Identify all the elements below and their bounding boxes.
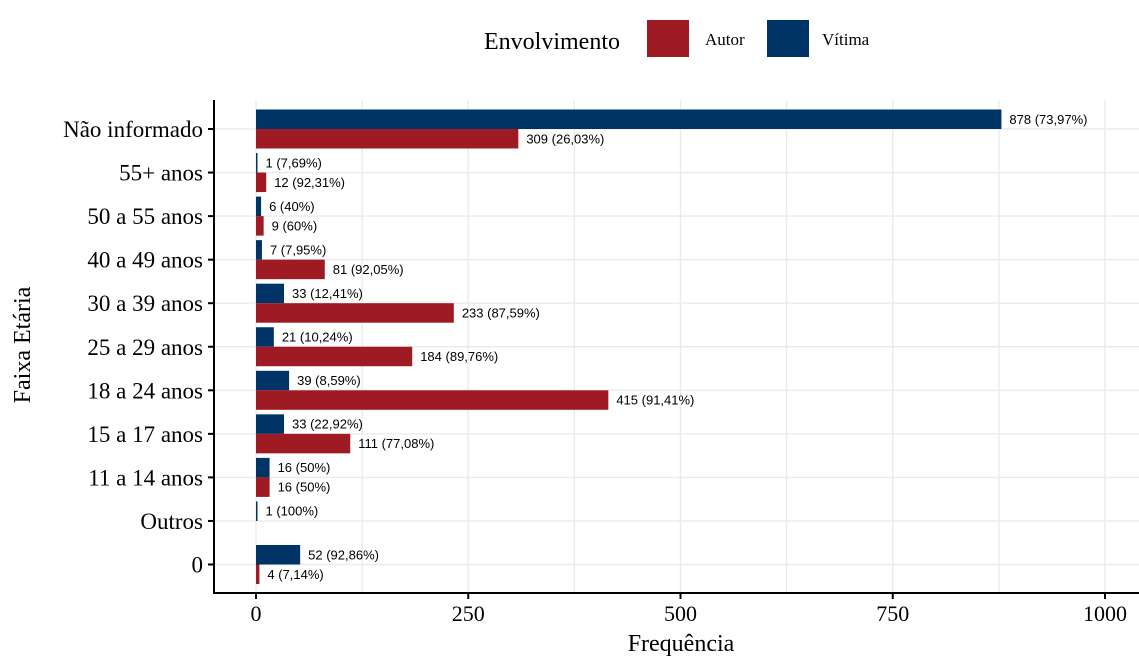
bar-vitima	[256, 545, 301, 565]
legend-swatch-vitima	[767, 20, 809, 57]
bar-autor	[256, 390, 609, 410]
bar-vitima	[256, 153, 258, 173]
bar-autor	[256, 172, 267, 193]
bar-autor	[256, 477, 270, 497]
bars	[256, 109, 1002, 584]
bar-vitima	[256, 370, 290, 391]
y-tick-label: 25 a 29 anos	[87, 335, 203, 360]
bar-vitima	[256, 109, 1002, 129]
x-tick-label: 250	[452, 601, 485, 626]
data-label-autor: 415 (91,41%)	[616, 393, 694, 408]
x-tick-label: 1000	[1083, 601, 1127, 626]
y-tick-label: 11 a 14 anos	[88, 465, 203, 490]
data-label-vitima: 1 (7,69%)	[266, 155, 322, 170]
axes: Não informado 55+ anos 50 a 55 anos 40 a 49…	[63, 100, 1139, 626]
x-tick-label: 750	[876, 601, 909, 626]
data-label-vitima: 52 (92,86%)	[308, 547, 379, 562]
data-label-vitima: 33 (22,92%)	[292, 417, 363, 432]
data-label-autor: 309 (26,03%)	[526, 131, 604, 146]
data-label-autor: 12 (92,31%)	[274, 175, 345, 190]
bar-vitima	[256, 501, 258, 521]
data-label-autor: 16 (50%)	[278, 480, 331, 495]
x-axis-title: Frequência	[628, 631, 735, 657]
data-label-vitima: 878 (73,97%)	[1009, 112, 1087, 127]
legend-label-autor: Autor	[705, 30, 745, 49]
data-label-autor: 81 (92,05%)	[333, 262, 404, 277]
data-label-vitima: 6 (40%)	[269, 199, 315, 214]
y-tick-label: 30 a 39 anos	[87, 291, 203, 316]
data-label-autor: 9 (60%)	[272, 218, 318, 233]
bar-autor	[256, 259, 325, 280]
bar-autor	[256, 129, 519, 149]
y-tick-label: 50 a 55 anos	[87, 204, 203, 229]
data-label-autor: 4 (7,14%)	[267, 567, 323, 582]
y-tick-label: 40 a 49 anos	[87, 248, 203, 273]
bar-autor	[256, 346, 413, 367]
data-label-autor: 233 (87,59%)	[462, 305, 540, 320]
data-label-vitima: 33 (12,41%)	[292, 286, 363, 301]
data-label-autor: 184 (89,76%)	[420, 349, 498, 364]
y-tick-label: 55+ anos	[119, 161, 203, 186]
legend-label-vitima: Vítima	[822, 30, 870, 49]
y-tick-label: 18 a 24 anos	[87, 378, 203, 403]
bar-autor	[256, 433, 351, 454]
y-tick-label: 15 a 17 anos	[87, 422, 203, 447]
bar-vitima	[256, 196, 262, 217]
bar-vitima	[256, 283, 285, 304]
bar-vitima	[256, 457, 270, 478]
legend-title: Envolvimento	[484, 29, 620, 55]
grid	[214, 100, 1139, 593]
data-label-vitima: 39 (8,59%)	[297, 373, 361, 388]
data-label-vitima: 7 (7,95%)	[270, 242, 326, 257]
bar-autor	[256, 564, 260, 584]
y-tick-label: 0	[192, 553, 204, 578]
data-label-vitima: 1 (100%)	[266, 504, 319, 519]
data-labels: 878 (73,97%) 1 (7,69%) 6 (40%) 7 (7,95%) 33 …	[266, 112, 1088, 582]
legend: Envolvimento Autor Vítima	[484, 20, 870, 57]
y-tick-label: Não informado	[63, 117, 203, 142]
y-axis-title: Faixa Etária	[10, 286, 36, 403]
data-label-vitima: 16 (50%)	[278, 460, 331, 475]
data-label-vitima: 21 (10,24%)	[282, 330, 353, 345]
x-tick-label: 500	[664, 601, 697, 626]
bar-autor	[256, 303, 454, 323]
x-tick-label: 0	[251, 601, 262, 626]
legend-swatch-autor	[647, 20, 689, 57]
bar-vitima	[256, 327, 274, 347]
bar-vitima	[256, 240, 262, 260]
bar-vitima	[256, 414, 285, 434]
data-label-autor: 111 (77,08%)	[358, 436, 434, 451]
y-tick-label: Outros	[140, 509, 203, 534]
bar-autor	[256, 216, 264, 236]
